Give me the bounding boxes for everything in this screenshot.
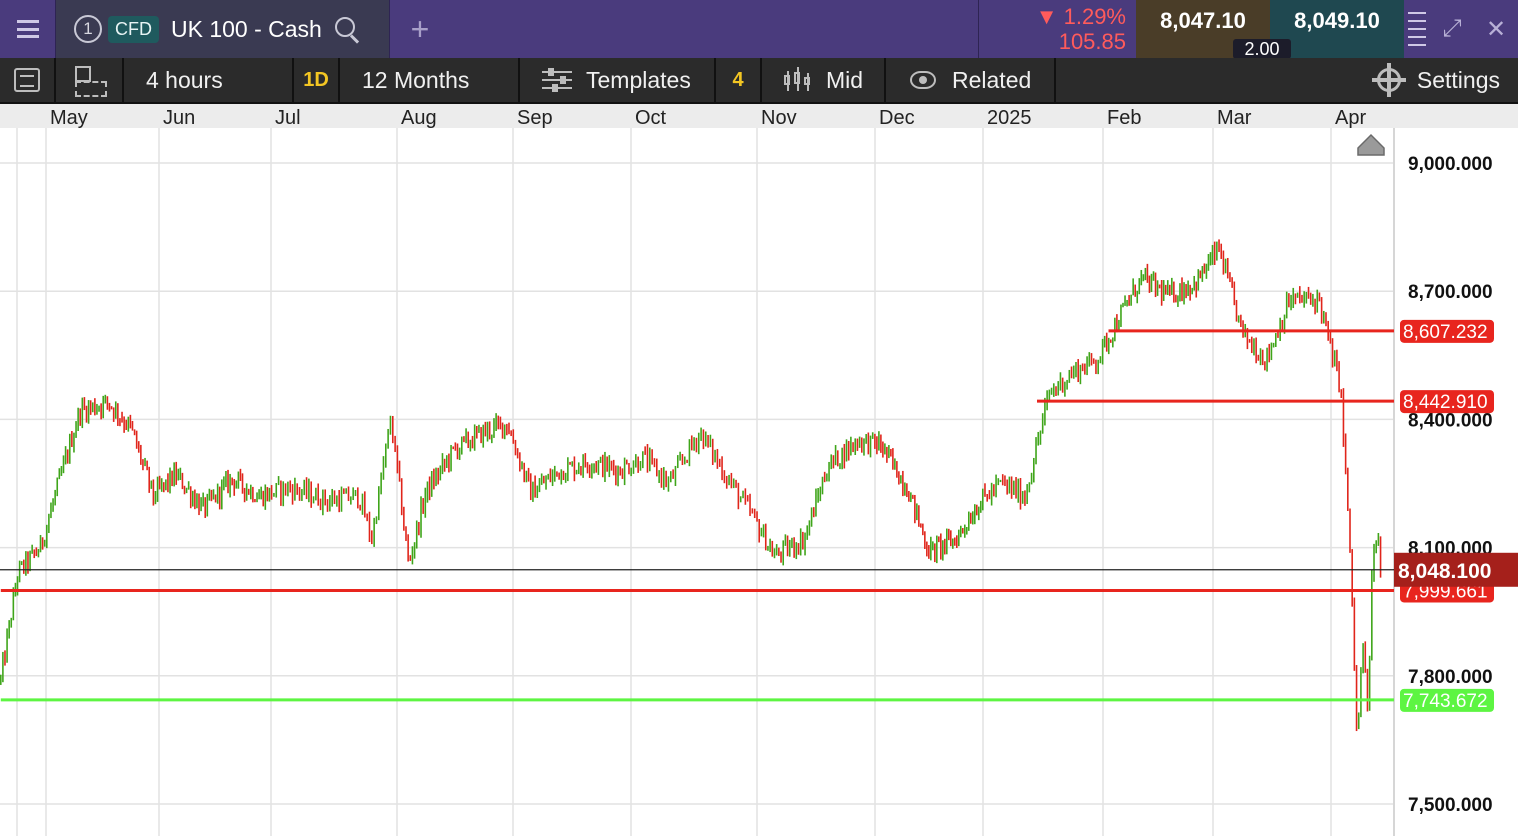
x-tick-label: Aug (401, 107, 437, 129)
expand-button[interactable]: ⤢ (1430, 0, 1474, 58)
level-tag-label: 8,607.232 (1403, 322, 1488, 343)
grid-layer (0, 128, 1395, 836)
x-tick-label: Jul (275, 107, 301, 129)
price-type-selector[interactable]: Mid (762, 58, 886, 102)
x-tick-label: Mar (1217, 107, 1252, 129)
drag-handle[interactable] (1404, 0, 1430, 58)
buy-price-button[interactable]: 8,049.10 (1270, 0, 1404, 58)
x-tick-label: Sep (517, 107, 553, 129)
y-tick-label: 7,500.000 (1408, 795, 1493, 816)
y-tick-label: 8,400.000 (1408, 410, 1493, 431)
spread-badge: 2.00 (1233, 39, 1291, 59)
x-tick-label: Feb (1107, 107, 1141, 129)
menu-button[interactable] (0, 0, 56, 58)
expand-icon: ⤢ (1442, 15, 1462, 42)
search-icon[interactable] (334, 16, 360, 42)
triangle-down-icon: ▼ (1035, 4, 1064, 29)
eye-icon (910, 71, 936, 89)
watchlist-button[interactable] (0, 58, 56, 102)
instrument-header: 1 CFD UK 100 - Cash + ▼ 1.29% 105.85 8,0… (0, 0, 1518, 59)
instrument-name: UK 100 - Cash (171, 15, 322, 42)
interval-badge[interactable]: 1D (294, 58, 340, 102)
close-button[interactable]: ✕ (1474, 0, 1518, 58)
related-button[interactable]: Related (886, 58, 1056, 102)
current-price-layer: 8,048.100 (0, 552, 1518, 587)
y-tick-label: 7,800.000 (1408, 667, 1493, 688)
settings-button[interactable]: Settings (1371, 58, 1518, 102)
level-tag[interactable] (1400, 319, 1494, 343)
close-icon: ✕ (1485, 15, 1507, 43)
level-tag[interactable] (1400, 688, 1494, 712)
layout-icon (75, 66, 107, 97)
daily-change: ▼ 1.29% 105.85 (978, 0, 1136, 58)
y-tick-label: 8,700.000 (1408, 282, 1493, 303)
chart-toolbar: 4 hours 1D 12 Months Templates 4 Mid Rel… (0, 58, 1518, 104)
range-label: 12 Months (362, 66, 470, 93)
instrument-type-badge: CFD (108, 15, 159, 43)
chart-background (0, 104, 1518, 836)
time-axis: May Jun Jul Aug Sep Oct Nov Dec 2025 Feb Mar Apr (50, 107, 1366, 129)
header-spacer (450, 0, 978, 58)
price-type-label: Mid (826, 66, 864, 93)
x-tick-label: Jun (163, 107, 195, 129)
list-icon (14, 68, 40, 92)
level-tag[interactable] (1400, 390, 1494, 414)
change-points: 105.85 (1058, 29, 1126, 54)
toolbar-spacer (1056, 58, 1377, 102)
indicator-count[interactable]: 4 (716, 58, 762, 102)
sell-price-button[interactable]: 8,047.10 (1136, 0, 1270, 58)
home-icon[interactable] (1357, 133, 1385, 156)
plus-icon: + (410, 10, 430, 47)
instrument-selector[interactable]: 1 CFD UK 100 - Cash (56, 0, 390, 58)
settings-label: Settings (1416, 66, 1500, 93)
templates-label: Templates (586, 66, 691, 93)
x-tick-label: Nov (761, 107, 797, 129)
related-label: Related (952, 66, 1032, 93)
layout-button[interactable] (56, 58, 124, 102)
range-selector[interactable]: 12 Months (340, 58, 520, 102)
price-chart[interactable]: May Jun Jul Aug Sep Oct Nov Dec 2025 Feb Mar Apr 9,… (0, 104, 1518, 836)
candles-layer (0, 239, 1382, 732)
y-tick-label: 9,000.000 (1408, 154, 1493, 175)
level-tag-label: 7,743.672 (1403, 691, 1488, 712)
level-tag-label: 8,442.910 (1403, 392, 1488, 413)
current-price-label: 8,048.100 (1398, 560, 1491, 583)
time-axis-background (0, 104, 1518, 128)
x-tick-label: Apr (1335, 107, 1366, 129)
gear-icon (1371, 63, 1406, 97)
current-price-tag (1394, 552, 1518, 587)
change-percent: 1.29% (1063, 4, 1126, 29)
candlestick-icon (784, 67, 812, 93)
x-tick-label: Dec (879, 107, 915, 129)
hamburger-icon (16, 20, 39, 38)
x-tick-label: May (50, 107, 88, 129)
sliders-icon (542, 68, 572, 92)
interval-label: 4 hours (146, 66, 223, 93)
interval-selector[interactable]: 4 hours (124, 58, 294, 102)
chart-number-badge: 1 (74, 15, 102, 43)
x-tick-label: Oct (635, 107, 667, 129)
templates-button[interactable]: Templates (520, 58, 716, 102)
x-tick-label: 2025 (987, 107, 1032, 129)
add-chart-button[interactable]: + (390, 0, 450, 58)
